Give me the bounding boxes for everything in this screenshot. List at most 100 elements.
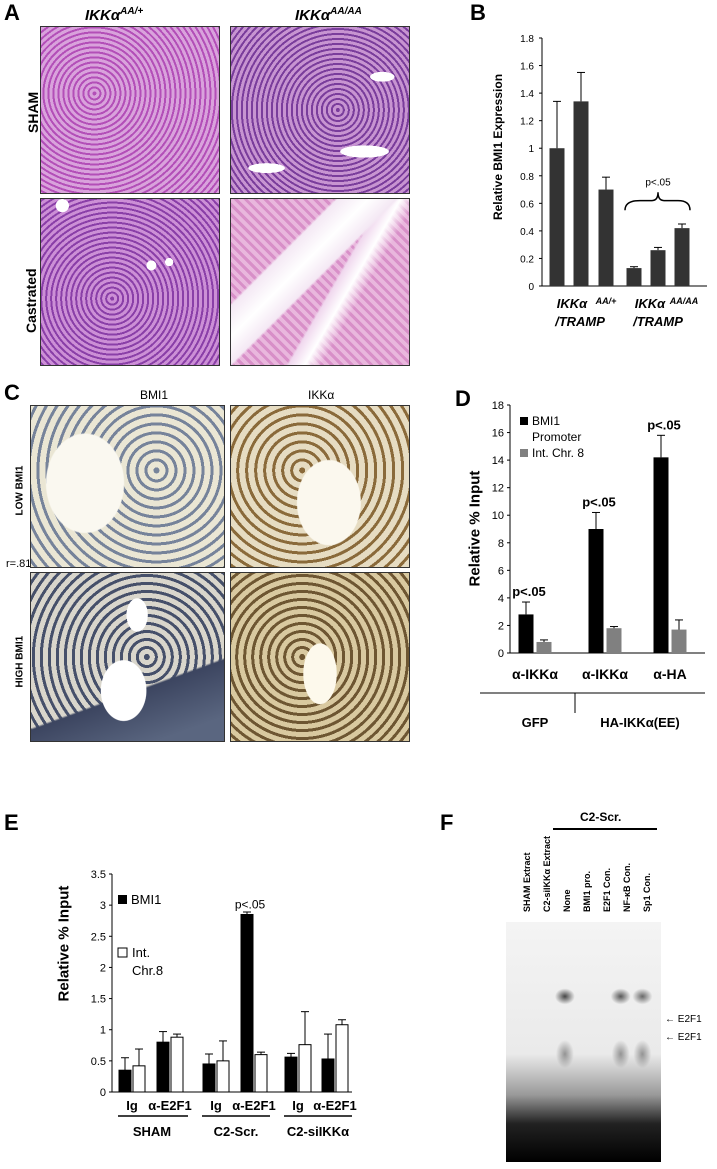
- chart-d: 0 2 4 6 8 10 12 14 16 18 p<.05 p<.05 p<.05 BMI1 Promot…: [480, 400, 705, 730]
- a-row-label-sham: SHAM: [25, 91, 41, 133]
- a-col-header-2: IKKαAA/AA: [295, 6, 362, 24]
- c-ihc-ikka-high: [230, 572, 410, 742]
- a-col-header-1: IKKαAA/+: [85, 6, 144, 24]
- e-bar-s1-2: [216, 1060, 230, 1093]
- chart-b: 0 0.2 0.4 0.6 0.8 1 1.2 1.4 1.6 1.8 p<.05 IKKα AA/+ /…: [520, 34, 707, 329]
- e-bar-s0-0: [118, 1069, 132, 1093]
- d-ytick-label-7: 14: [492, 455, 504, 467]
- d-legend-swatch-bmi1: [520, 417, 528, 425]
- b-ytick-label-4: 0.8: [520, 172, 534, 183]
- e-ytick-label-6: 3: [100, 900, 106, 912]
- c-row-label-low: LOW BMI1: [14, 465, 26, 516]
- e-xlabel-4: Ig: [292, 1098, 304, 1113]
- e-group-label-c2scr: C2-Scr.: [214, 1124, 259, 1139]
- e-xlabel-3: α-E2F1: [232, 1098, 275, 1113]
- chart-e: 0 0.5 1 1.5 2 2.5 3 3.5 p<.05 BMI1 Int. Chr.8 Ig α-E2…: [91, 869, 357, 1139]
- f-gel-image: [506, 922, 661, 1162]
- panel-label-d: D: [455, 386, 471, 411]
- e-ytick-label-4: 2: [100, 962, 106, 974]
- panel-label-b: B: [470, 0, 486, 25]
- b-bar-2: [598, 189, 614, 286]
- f-lane-label-0: SHAM Extract: [522, 852, 532, 912]
- c-ihc-ikka-low: [230, 405, 410, 568]
- b-ytick-label-8: 1.6: [520, 62, 534, 73]
- f-lane-label-4: E2F1 Con.: [602, 867, 612, 912]
- b-ytick-label-7: 1.4: [520, 89, 534, 100]
- panel-label-f: F: [440, 810, 454, 835]
- e-ytick-label-1: 0.5: [91, 1056, 106, 1068]
- d-legend-label-promoter: Promoter: [532, 430, 581, 444]
- e-legend-swatch-chr8: [117, 947, 128, 958]
- e-significance: p<.05: [235, 897, 266, 911]
- e-bar-s1-4: [298, 1044, 312, 1093]
- c-ihc-bmi1-low: [30, 405, 225, 568]
- b-ytick-label-9: 1.8: [520, 34, 534, 45]
- d-significance-2: p<.05: [647, 417, 681, 432]
- d-bar-s1-0: [536, 641, 552, 653]
- e-bar-s0-3: [240, 913, 254, 1093]
- f-lane-label-5: NF-κB Con.: [622, 862, 632, 912]
- e-xlabel-1: α-E2F1: [148, 1098, 191, 1113]
- c-ihc-bmi1-high: [30, 572, 225, 742]
- f-arrow-e2f1-lower: ← E2F1: [665, 1032, 702, 1043]
- d-xlabel-0: α-IKKα: [512, 666, 558, 682]
- e-ytick-label-2: 1: [100, 1025, 106, 1037]
- e-ytick-label-3: 1.5: [91, 994, 106, 1006]
- d-significance-0: p<.05: [512, 584, 546, 599]
- d-xlabel-2: α-HA: [653, 666, 687, 682]
- d-ytick-label-3: 6: [498, 565, 504, 577]
- b-significance-bracket: [624, 192, 691, 211]
- panel-label-e: E: [4, 810, 19, 835]
- e-group-label-c2si: C2-siIKKα: [287, 1124, 349, 1139]
- b-group-label-0-line2: /TRAMP: [554, 314, 605, 329]
- b-group-label-1-sup: AA/AA: [669, 296, 699, 306]
- e-bar-s1-1: [170, 1036, 184, 1093]
- d-ytick-label-2: 4: [498, 593, 504, 605]
- d-xlabel-1: α-IKKα: [582, 666, 628, 682]
- f-lane-label-1: C2-siIKKα Extract: [542, 835, 552, 912]
- d-ytick-label-8: 16: [492, 428, 504, 440]
- e-ytick-label-7: 3.5: [91, 869, 106, 881]
- b-ytick-label-3: 0.6: [520, 199, 534, 210]
- b-significance-text: p<.05: [645, 177, 671, 188]
- b-bar-3: [626, 268, 642, 286]
- e-ytick-label-5: 2.5: [91, 931, 106, 943]
- b-ytick-label-6: 1.2: [520, 117, 534, 128]
- e-bar-s1-3: [254, 1054, 268, 1093]
- a-micrograph-ko-sham: [230, 26, 410, 194]
- e-xlabel-2: Ig: [210, 1098, 222, 1113]
- b-ytick-label-2: 0.4: [520, 227, 534, 238]
- b-group-label-1-line2: /TRAMP: [632, 314, 683, 329]
- e-bar-s0-2: [202, 1063, 216, 1093]
- a-row-label-castrated: Castrated: [23, 268, 39, 333]
- b-ytick-label-1: 0.2: [520, 254, 534, 265]
- d-bar-s0-2: [653, 457, 669, 653]
- d-legend-swatch-chr8: [520, 449, 528, 457]
- e-bar-s0-1: [156, 1041, 170, 1093]
- e-group-label-sham: SHAM: [133, 1124, 171, 1139]
- e-legend-label-bmi1: BMI1: [131, 892, 161, 907]
- f-lane-label-2: None: [562, 889, 572, 913]
- b-ytick-label-0: 0: [528, 282, 534, 293]
- d-ytick-label-6: 12: [492, 483, 504, 495]
- e-legend-swatch-bmi1: [118, 895, 127, 904]
- d-bar-s0-0: [518, 614, 534, 653]
- d-ytick-label-5: 10: [492, 510, 504, 522]
- b-bar-1: [573, 101, 589, 286]
- e-legend-label-chr8: Chr.8: [132, 963, 163, 978]
- b-bar-4: [650, 250, 666, 286]
- e-bar-s0-5: [321, 1058, 335, 1093]
- d-bar-s0-1: [588, 529, 604, 653]
- panel-label-a: A: [4, 0, 20, 25]
- e-bar-s1-5: [335, 1024, 349, 1093]
- a-micrograph-ko-castrated: [230, 198, 410, 366]
- d-ytick-label-4: 8: [498, 538, 504, 550]
- d-legend-label-chr8: Int. Chr. 8: [532, 446, 584, 460]
- c-row-label-high: HIGH BMI1: [14, 635, 26, 688]
- c-col-header-ikka: IKKα: [308, 388, 335, 402]
- c-correlation: r=.81: [6, 558, 32, 570]
- d-bar-s1-1: [606, 628, 622, 653]
- b-group-label-0-sup: AA/+: [595, 296, 617, 306]
- a-micrograph-het-castrated: [40, 198, 220, 366]
- b-bar-0: [549, 148, 565, 286]
